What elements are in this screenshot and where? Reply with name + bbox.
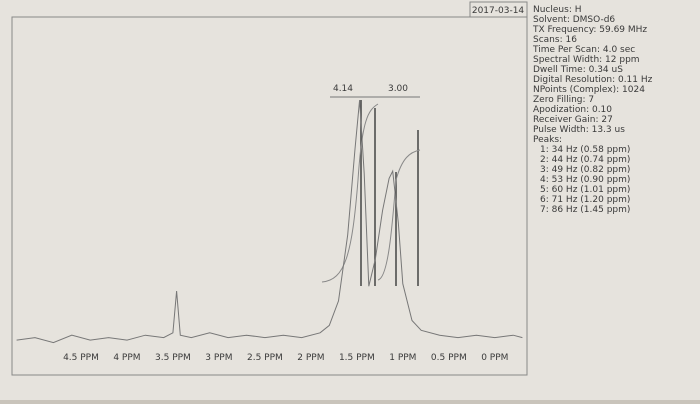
info-line: Scans: 16 xyxy=(533,35,577,45)
info-line: Receiver Gain: 27 xyxy=(533,115,613,125)
info-line: Peaks: xyxy=(533,135,562,145)
info-line: 2: 44 Hz (0.74 ppm) xyxy=(540,155,630,165)
info-line: Zero Filling: 7 xyxy=(533,95,594,105)
integral-curve xyxy=(321,103,379,283)
info-line: 4: 53 Hz (0.90 ppm) xyxy=(540,175,630,185)
x-tick-label: 0.5 PPM xyxy=(431,353,467,363)
date: 2017-03-14 xyxy=(472,6,525,16)
x-tick-label: 2 PPM xyxy=(297,353,324,363)
info-line: Solvent: DMSO-d6 xyxy=(533,15,615,25)
info-line: Apodization: 0.10 xyxy=(533,105,612,115)
info-line: Pulse Width: 13.3 us xyxy=(533,125,625,135)
info-line: 3: 49 Hz (0.82 ppm) xyxy=(540,165,630,175)
info-line: NPoints (Complex): 1024 xyxy=(533,85,645,95)
x-tick-label: 4.5 PPM xyxy=(63,353,99,363)
x-tick-label: 0 PPM xyxy=(481,353,508,363)
plot-frame xyxy=(11,16,528,376)
spectrum-line xyxy=(16,99,523,344)
x-tick-label: 1 PPM xyxy=(389,353,416,363)
integral-label: 3.00 xyxy=(388,84,408,94)
integral-curve xyxy=(377,149,421,281)
x-tick-label: 4 PPM xyxy=(113,353,140,363)
integral-label: 4.14 xyxy=(333,84,353,94)
info-line: Dwell Time: 0.34 uS xyxy=(533,65,623,75)
x-tick-label: 3 PPM xyxy=(205,353,232,363)
info-line: 6: 71 Hz (1.20 ppm) xyxy=(540,195,630,205)
x-tick-label: 2.5 PPM xyxy=(247,353,283,363)
info-line: 5: 60 Hz (1.01 ppm) xyxy=(540,185,630,195)
info-line: 7: 86 Hz (1.45 ppm) xyxy=(540,205,630,215)
info-line: Digital Resolution: 0.11 Hz xyxy=(533,75,653,85)
info-line: Nucleus: H xyxy=(533,5,581,15)
x-tick-label: 3.5 PPM xyxy=(155,353,191,363)
info-line: 1: 34 Hz (0.58 ppm) xyxy=(540,145,630,155)
x-tick-label: 1.5 PPM xyxy=(339,353,375,363)
info-line: TX Frequency: 59.69 MHz xyxy=(532,25,647,35)
info-line: Spectral Width: 12 ppm xyxy=(533,55,640,65)
info-line: Time Per Scan: 4.0 sec xyxy=(532,45,635,55)
